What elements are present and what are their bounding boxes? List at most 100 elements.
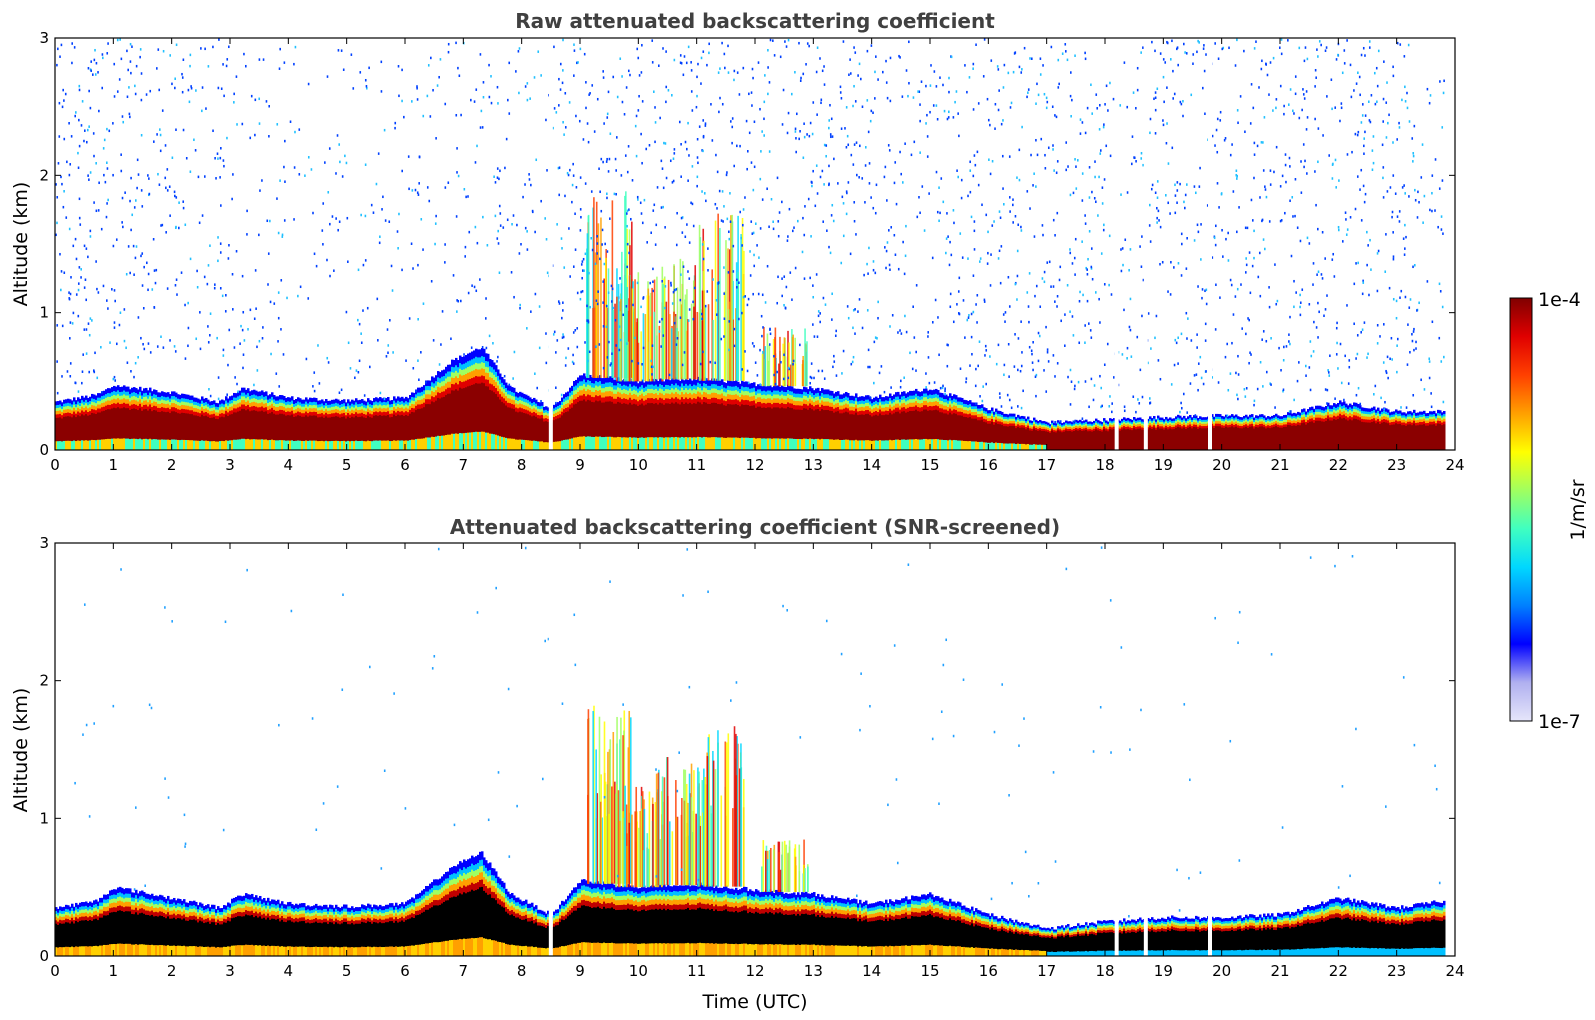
boundary-layer-column: [581, 375, 584, 450]
boundary-layer-column: [235, 393, 238, 450]
boundary-layer-column: [471, 351, 474, 450]
boundary-layer-column: [1083, 420, 1086, 450]
boundary-layer-column: [797, 388, 800, 450]
panel-title: Attenuated backscattering coefficient (S…: [450, 515, 1060, 539]
boundary-layer-column: [813, 390, 816, 450]
boundary-layer-column: [445, 366, 448, 450]
boundary-layer-column: [1245, 414, 1248, 450]
boundary-layer-column: [1111, 919, 1114, 956]
boundary-layer-column: [111, 387, 114, 450]
boundary-layer-column: [1345, 898, 1348, 956]
boundary-layer-column: [505, 382, 508, 450]
boundary-layer-column: [437, 371, 440, 450]
boundary-layer-column: [339, 907, 342, 956]
boundary-layer-column: [1019, 416, 1022, 450]
boundary-layer-column: [521, 392, 524, 450]
boundary-layer-column: [1171, 418, 1174, 450]
boundary-layer-column: [945, 900, 948, 956]
boundary-layer-column: [829, 390, 832, 450]
boundary-layer-column: [165, 392, 168, 450]
boundary-layer-column: [1163, 918, 1166, 956]
x-tick-label: 4: [284, 456, 294, 474]
boundary-layer-column: [1201, 917, 1204, 956]
boundary-layer-column: [757, 890, 760, 956]
boundary-layer-column: [1137, 417, 1140, 450]
boundary-layer-column: [999, 918, 1002, 956]
boundary-layer-column: [1241, 417, 1244, 450]
boundary-layer-column: [97, 393, 100, 450]
boundary-layer-column: [799, 389, 802, 450]
boundary-layer-column: [637, 383, 640, 450]
boundary-layer-column: [1221, 415, 1224, 450]
boundary-layer-column: [1177, 414, 1180, 450]
boundary-layer-column: [1293, 912, 1296, 956]
boundary-layer-column: [413, 898, 416, 956]
boundary-layer-column: [817, 893, 820, 956]
y-axis-label: Altitude (km): [10, 182, 32, 307]
boundary-layer-column: [799, 894, 802, 956]
boundary-layer-column: [1165, 416, 1168, 450]
boundary-layer-column: [1047, 422, 1050, 450]
x-tick-label: 13: [804, 456, 823, 474]
boundary-layer-column: [533, 397, 536, 450]
boundary-layer-column: [793, 892, 796, 956]
boundary-layer-column: [1299, 412, 1302, 450]
boundary-layer-column: [249, 894, 252, 956]
boundary-layer-column: [1253, 915, 1256, 956]
boundary-layer-column: [469, 352, 472, 450]
boundary-layer-column: [989, 410, 992, 450]
boundary-layer-column: [869, 397, 872, 450]
boundary-layer-column: [1289, 914, 1292, 956]
boundary-layer-column: [1119, 920, 1122, 956]
boundary-layer-column: [383, 906, 386, 956]
boundary-layer-column: [529, 397, 532, 450]
boundary-layer-column: [249, 391, 252, 450]
boundary-layer-column: [709, 886, 712, 956]
boundary-layer-column: [941, 393, 944, 450]
boundary-layer-column: [939, 392, 942, 450]
boundary-layer-column: [1081, 421, 1084, 450]
boundary-layer-column: [437, 879, 440, 956]
boundary-layer-column: [215, 402, 218, 450]
boundary-layer-column: [711, 378, 714, 450]
boundary-layer-column: [891, 901, 894, 956]
boundary-layer-column: [1363, 407, 1366, 450]
boundary-layer-column: [1099, 920, 1102, 956]
boundary-layer-column: [289, 901, 292, 956]
boundary-layer-column: [1051, 420, 1054, 450]
boundary-layer-column: [569, 893, 572, 956]
boundary-layer-column: [1259, 914, 1262, 956]
boundary-layer-column: [913, 896, 916, 956]
boundary-layer-column: [309, 906, 312, 956]
boundary-layer-column: [487, 353, 490, 450]
boundary-layer-column: [1179, 415, 1182, 450]
boundary-layer-column: [849, 395, 852, 450]
boundary-layer-column: [61, 402, 64, 450]
boundary-layer-column: [887, 903, 890, 956]
boundary-layer-column: [481, 851, 484, 956]
boundary-layer-column: [501, 881, 504, 956]
boundary-layer-column: [675, 377, 678, 450]
boundary-layer-column: [423, 889, 426, 956]
boundary-layer-column: [663, 884, 666, 956]
boundary-layer-column: [201, 396, 204, 450]
boundary-layer-column: [1189, 918, 1192, 956]
boundary-layer-column: [837, 391, 840, 450]
boundary-layer-column: [1183, 918, 1186, 956]
boundary-layer-column: [1053, 422, 1056, 450]
boundary-layer-column: [381, 398, 384, 450]
boundary-layer-column: [1029, 420, 1032, 450]
boundary-layer-column: [997, 410, 1000, 450]
boundary-layer-column: [1265, 915, 1268, 956]
boundary-layer-column: [1005, 919, 1008, 956]
boundary-layer-column: [467, 353, 470, 450]
boundary-layer-column: [649, 379, 652, 450]
boundary-layer-column: [1365, 408, 1368, 450]
boundary-layer-column: [55, 401, 58, 450]
boundary-layer-column: [923, 388, 926, 450]
boundary-layer-column: [1061, 925, 1064, 956]
boundary-layer-column: [1349, 899, 1352, 956]
boundary-layer-column: [1325, 405, 1328, 450]
boundary-layer-column: [863, 396, 866, 450]
boundary-layer-column: [787, 893, 790, 956]
